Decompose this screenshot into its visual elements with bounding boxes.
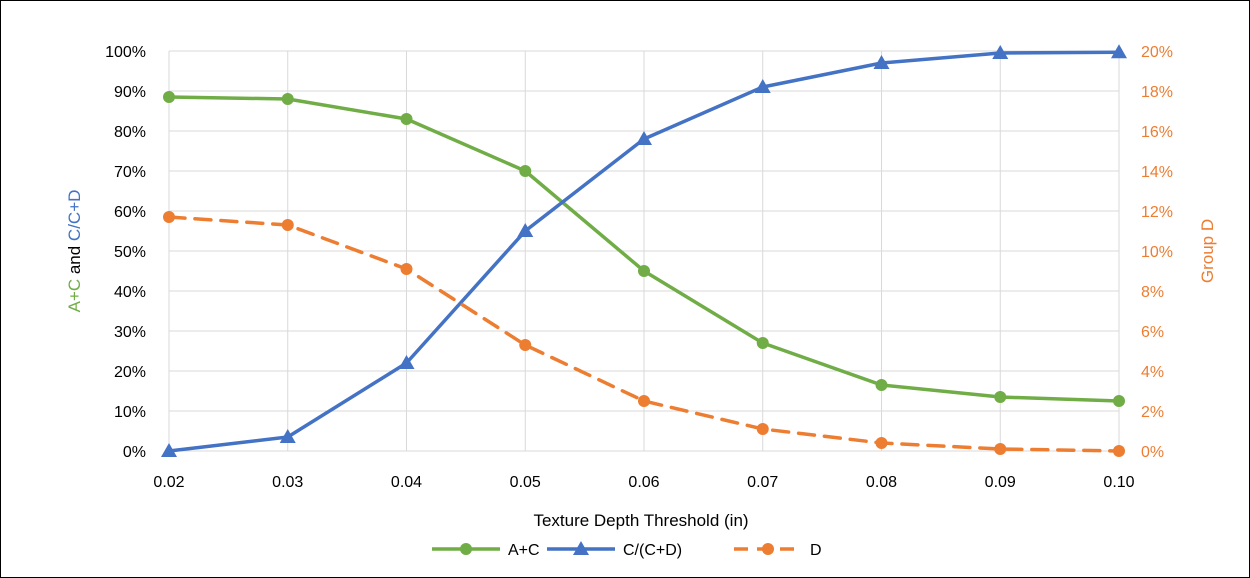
x-axis-title: Texture Depth Threshold (in): [533, 511, 748, 530]
series-line-d: [167, 215, 1121, 453]
data-point-a-c: [281, 93, 294, 105]
plot-series: [161, 44, 1127, 457]
left-y-axis-title-part: C/C+D: [65, 190, 84, 241]
legend-marker-a-c: [460, 543, 472, 555]
x-tick-label: 0.03: [272, 474, 303, 491]
data-point-d: [1113, 445, 1125, 457]
data-point-c-c-d: [754, 79, 771, 93]
right-y-tick-label: 14%: [1141, 164, 1173, 181]
data-point-c-c-d: [1111, 44, 1127, 59]
x-tick-label: 0.07: [747, 474, 778, 491]
data-point-c-c-d: [992, 45, 1009, 59]
legend-marker-c-c-d: [573, 541, 589, 555]
legend-label-a-c: A+C: [508, 542, 540, 559]
right-y-tick-label: 16%: [1141, 124, 1173, 141]
data-point-d: [638, 395, 650, 407]
data-point-d: [994, 443, 1007, 455]
data-point-c-c-d: [873, 55, 890, 69]
right-y-tick-label: 4%: [1141, 364, 1164, 381]
left-y-tick-label: 30%: [114, 324, 146, 341]
x-tick-label: 0.09: [985, 474, 1016, 491]
data-point-c-c-d: [161, 443, 177, 457]
gridlines: [168, 50, 1120, 452]
left-y-tick-label: 50%: [114, 244, 146, 261]
data-point-c-c-d: [398, 355, 415, 369]
left-y-tick-label: 80%: [114, 124, 146, 141]
series-d: [163, 211, 1125, 457]
left-y-tick-label: 40%: [114, 284, 146, 301]
data-point-a-c: [400, 113, 413, 125]
legend-label-d: D: [810, 542, 822, 559]
data-point-a-c: [519, 165, 532, 177]
series-a-c: [163, 91, 1125, 407]
x-tick-label: 0.06: [628, 474, 659, 491]
left-y-axis-title: A+C and C/C+D: [65, 190, 84, 313]
data-point-a-c: [875, 379, 888, 391]
left-y-tick-label: 20%: [114, 364, 146, 381]
data-point-a-c: [638, 265, 650, 277]
left-y-axis-title-part: and: [65, 241, 84, 279]
right-y-tick-label: 6%: [1141, 324, 1164, 341]
data-point-c-c-d: [636, 131, 652, 145]
series-c-c-d: [161, 44, 1127, 457]
right-y-tick-label: 0%: [1141, 444, 1164, 461]
legend: A+C C/(C+D) D: [432, 541, 822, 559]
data-point-a-c: [163, 91, 175, 103]
left-y-axis-ticks: 0% 10% 20% 30% 40% 50% 60% 70% 80% 90% 100%: [105, 44, 146, 461]
legend-label-c-c-d: C/(C+D): [623, 542, 682, 559]
data-point-c-c-d: [517, 223, 534, 237]
right-y-tick-label: 8%: [1141, 284, 1164, 301]
data-point-d: [875, 437, 888, 449]
left-y-tick-label: 60%: [114, 204, 146, 221]
data-point-d: [400, 263, 413, 275]
x-tick-label: 0.02: [153, 474, 184, 491]
left-y-tick-label: 0%: [123, 444, 146, 461]
data-point-d: [519, 339, 532, 351]
right-y-tick-label: 2%: [1141, 404, 1164, 421]
right-y-axis-ticks: 0% 2% 4% 6% 8% 10% 12% 14% 16% 18% 20%: [1141, 44, 1173, 461]
data-point-c-c-d: [279, 429, 296, 443]
data-point-d: [756, 423, 769, 435]
data-point-d: [281, 219, 294, 231]
x-tick-label: 0.10: [1103, 474, 1134, 491]
left-y-tick-label: 90%: [114, 84, 146, 101]
data-point-a-c: [756, 337, 769, 349]
data-point-d: [163, 211, 175, 223]
x-axis-ticks: 0.02 0.03 0.04 0.05 0.06 0.07 0.08 0.09 0.10: [153, 474, 1134, 491]
left-y-axis-title-part: A+C: [65, 279, 84, 313]
right-y-tick-label: 20%: [1141, 44, 1173, 61]
data-point-a-c: [994, 391, 1007, 403]
right-y-tick-label: 10%: [1141, 244, 1173, 261]
legend-marker-d: [762, 543, 774, 555]
left-y-tick-label: 70%: [114, 164, 146, 181]
data-point-a-c: [1113, 395, 1125, 407]
x-tick-label: 0.04: [391, 474, 422, 491]
right-y-tick-label: 12%: [1141, 204, 1173, 221]
left-y-tick-label: 100%: [105, 44, 146, 61]
left-y-tick-label: 10%: [114, 404, 146, 421]
x-tick-label: 0.05: [510, 474, 541, 491]
x-tick-label: 0.08: [866, 474, 897, 491]
right-y-axis-title: Group D: [1198, 219, 1217, 283]
right-y-tick-label: 18%: [1141, 84, 1173, 101]
